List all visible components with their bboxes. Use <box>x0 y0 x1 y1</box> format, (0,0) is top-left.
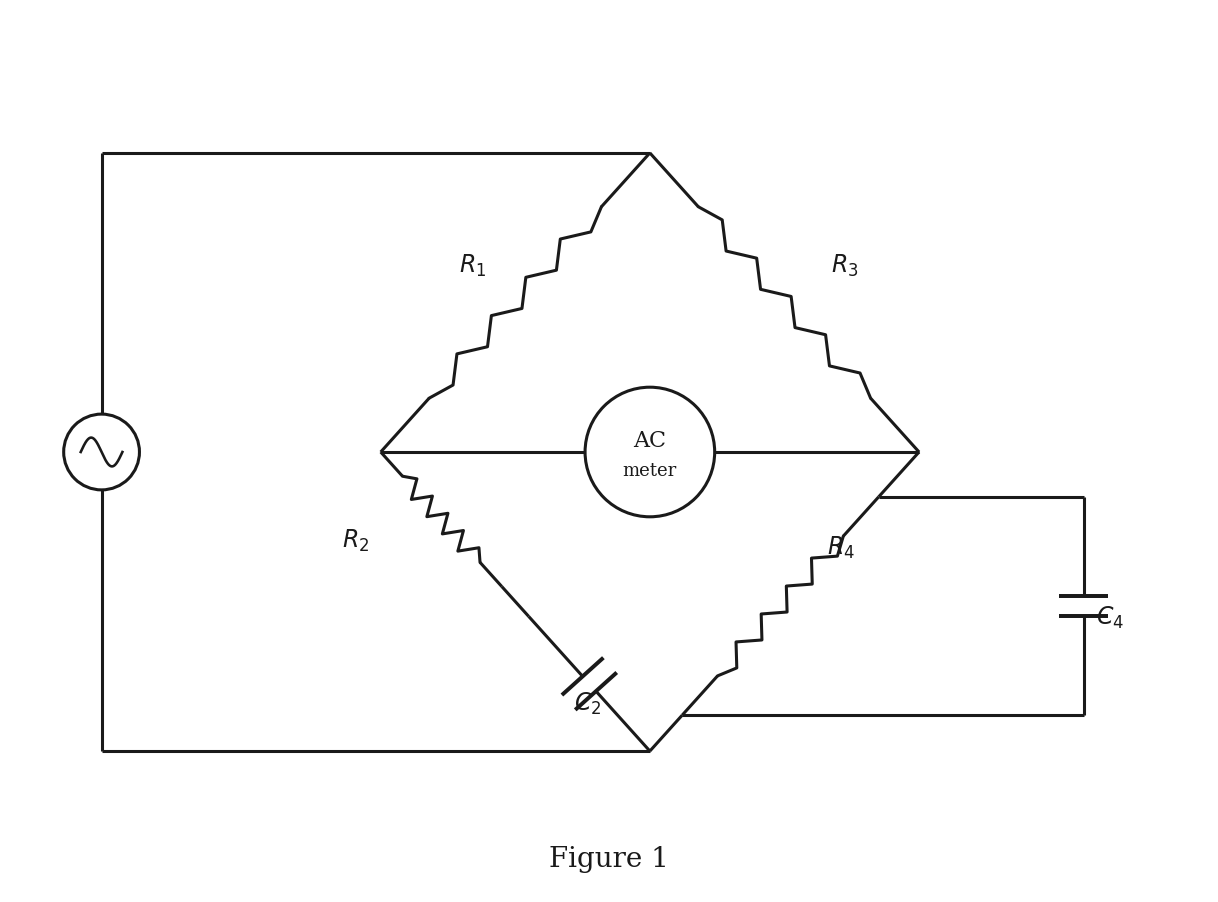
Text: meter: meter <box>622 462 677 479</box>
Text: Figure 1: Figure 1 <box>549 845 669 872</box>
Text: $R_2$: $R_2$ <box>342 527 369 553</box>
Text: $R_4$: $R_4$ <box>827 534 855 560</box>
Text: $R_1$: $R_1$ <box>459 253 486 279</box>
Text: AC: AC <box>633 429 666 452</box>
Circle shape <box>585 388 715 517</box>
Text: $R_3$: $R_3$ <box>831 253 857 279</box>
Text: $C_2$: $C_2$ <box>575 690 602 716</box>
Text: $C_4$: $C_4$ <box>1096 603 1124 630</box>
